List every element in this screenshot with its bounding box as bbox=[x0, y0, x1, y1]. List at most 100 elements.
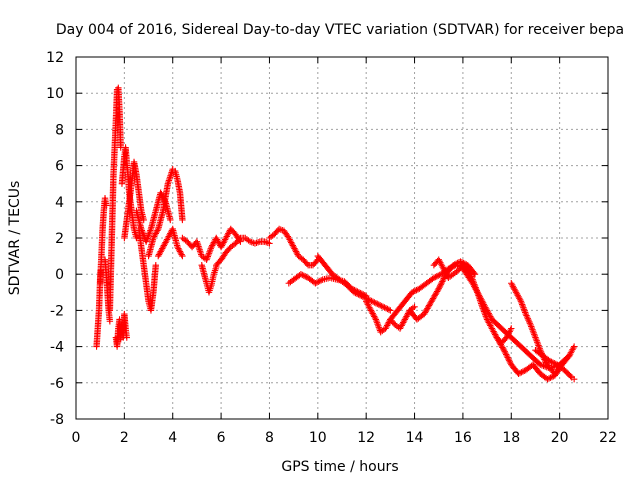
x-tick-label: 0 bbox=[72, 430, 81, 446]
x-tick-label: 8 bbox=[265, 430, 274, 446]
data-point bbox=[570, 375, 578, 383]
data-point bbox=[315, 278, 322, 286]
y-tick-label: 12 bbox=[46, 50, 64, 66]
data-point bbox=[522, 310, 529, 318]
data-point bbox=[454, 259, 461, 267]
data-point bbox=[178, 251, 185, 258]
data-point bbox=[133, 234, 140, 242]
data-point bbox=[435, 285, 442, 292]
data-point bbox=[515, 370, 522, 377]
data-point bbox=[436, 284, 443, 291]
data-point bbox=[546, 357, 554, 365]
data-point bbox=[503, 352, 511, 360]
data-point bbox=[432, 273, 439, 281]
y-tick-label: -2 bbox=[50, 303, 64, 319]
data-point bbox=[312, 280, 319, 287]
data-point bbox=[547, 374, 554, 381]
y-tick-label: 10 bbox=[46, 86, 64, 102]
x-tick-label: 20 bbox=[551, 430, 569, 446]
data-point bbox=[502, 351, 510, 358]
data-point bbox=[384, 305, 391, 313]
data-point bbox=[355, 291, 362, 298]
data-point bbox=[411, 287, 419, 295]
data-point bbox=[523, 312, 530, 319]
x-tick-label: 16 bbox=[454, 430, 472, 446]
data-point bbox=[359, 293, 366, 300]
data-point bbox=[408, 289, 416, 296]
data-point bbox=[524, 315, 532, 322]
data-point bbox=[313, 257, 320, 265]
data-point bbox=[525, 317, 532, 324]
data-point bbox=[436, 282, 444, 289]
chart-title: Day 004 of 2016, Sidereal Day-to-day VTE… bbox=[56, 22, 624, 38]
data-point bbox=[106, 318, 114, 325]
data-point bbox=[549, 359, 557, 366]
data-point bbox=[374, 300, 381, 308]
x-tick-label: 14 bbox=[406, 430, 424, 446]
data-point bbox=[264, 239, 272, 247]
data-point bbox=[382, 305, 390, 312]
y-tick-label: 4 bbox=[55, 195, 64, 211]
data-point bbox=[471, 271, 479, 278]
data-point bbox=[545, 375, 553, 382]
data-point bbox=[507, 326, 514, 334]
y-axis-label: SDTVAR / TECUs bbox=[7, 181, 23, 296]
data-point bbox=[505, 357, 513, 364]
data-point bbox=[518, 369, 525, 376]
data-point bbox=[570, 343, 578, 350]
x-tick-label: 12 bbox=[357, 430, 375, 446]
data-point bbox=[439, 278, 446, 285]
x-tick-label: 6 bbox=[217, 430, 226, 446]
y-tick-label: -8 bbox=[50, 412, 64, 428]
data-point bbox=[353, 290, 361, 297]
data-point bbox=[369, 298, 377, 305]
data-point bbox=[377, 302, 384, 309]
data-point bbox=[179, 252, 186, 260]
data-point bbox=[263, 239, 270, 246]
data-point bbox=[361, 294, 368, 301]
x-tick-label: 2 bbox=[120, 430, 129, 446]
data-point bbox=[179, 216, 186, 224]
data-point bbox=[154, 227, 161, 234]
data-point bbox=[450, 261, 457, 269]
x-tick-label: 10 bbox=[309, 430, 327, 446]
data-point bbox=[516, 369, 524, 377]
data-point bbox=[413, 286, 420, 294]
y-tick-label: 8 bbox=[55, 122, 64, 138]
data-point bbox=[526, 318, 533, 325]
data-point bbox=[253, 239, 260, 247]
data-point bbox=[299, 271, 306, 279]
data-point bbox=[548, 373, 556, 381]
data-point bbox=[152, 261, 159, 269]
data-point bbox=[437, 281, 445, 288]
data-point bbox=[430, 274, 438, 282]
tick-labels: 0 2 4 6 8 10 12 14 16 18 20 22 -8 -6 -4 -2 0 2 4 6 8 10 12 bbox=[46, 50, 617, 446]
data-point bbox=[523, 313, 531, 321]
data-point bbox=[544, 375, 551, 383]
data-point bbox=[350, 289, 358, 296]
data-point bbox=[371, 299, 378, 306]
x-tick-label: 4 bbox=[168, 430, 177, 446]
y-tick-label: -6 bbox=[50, 376, 64, 392]
data-point bbox=[266, 240, 273, 247]
data-point bbox=[567, 372, 574, 380]
data-point bbox=[519, 368, 527, 375]
data-point bbox=[535, 343, 543, 351]
y-tick-label: -4 bbox=[50, 340, 64, 356]
data-point bbox=[457, 258, 464, 265]
data-point bbox=[103, 202, 110, 209]
data-point bbox=[297, 271, 305, 278]
data-point bbox=[548, 358, 555, 366]
data-point bbox=[410, 288, 417, 295]
y-tick-label: 2 bbox=[55, 231, 64, 247]
data-point bbox=[500, 347, 508, 354]
data-point bbox=[378, 302, 385, 310]
data-point bbox=[506, 358, 514, 366]
plot-frame bbox=[75, 56, 609, 420]
data-point bbox=[236, 236, 243, 243]
data-point bbox=[313, 279, 321, 286]
data-point bbox=[434, 286, 442, 294]
data-point bbox=[300, 272, 307, 279]
data-point bbox=[439, 276, 447, 284]
